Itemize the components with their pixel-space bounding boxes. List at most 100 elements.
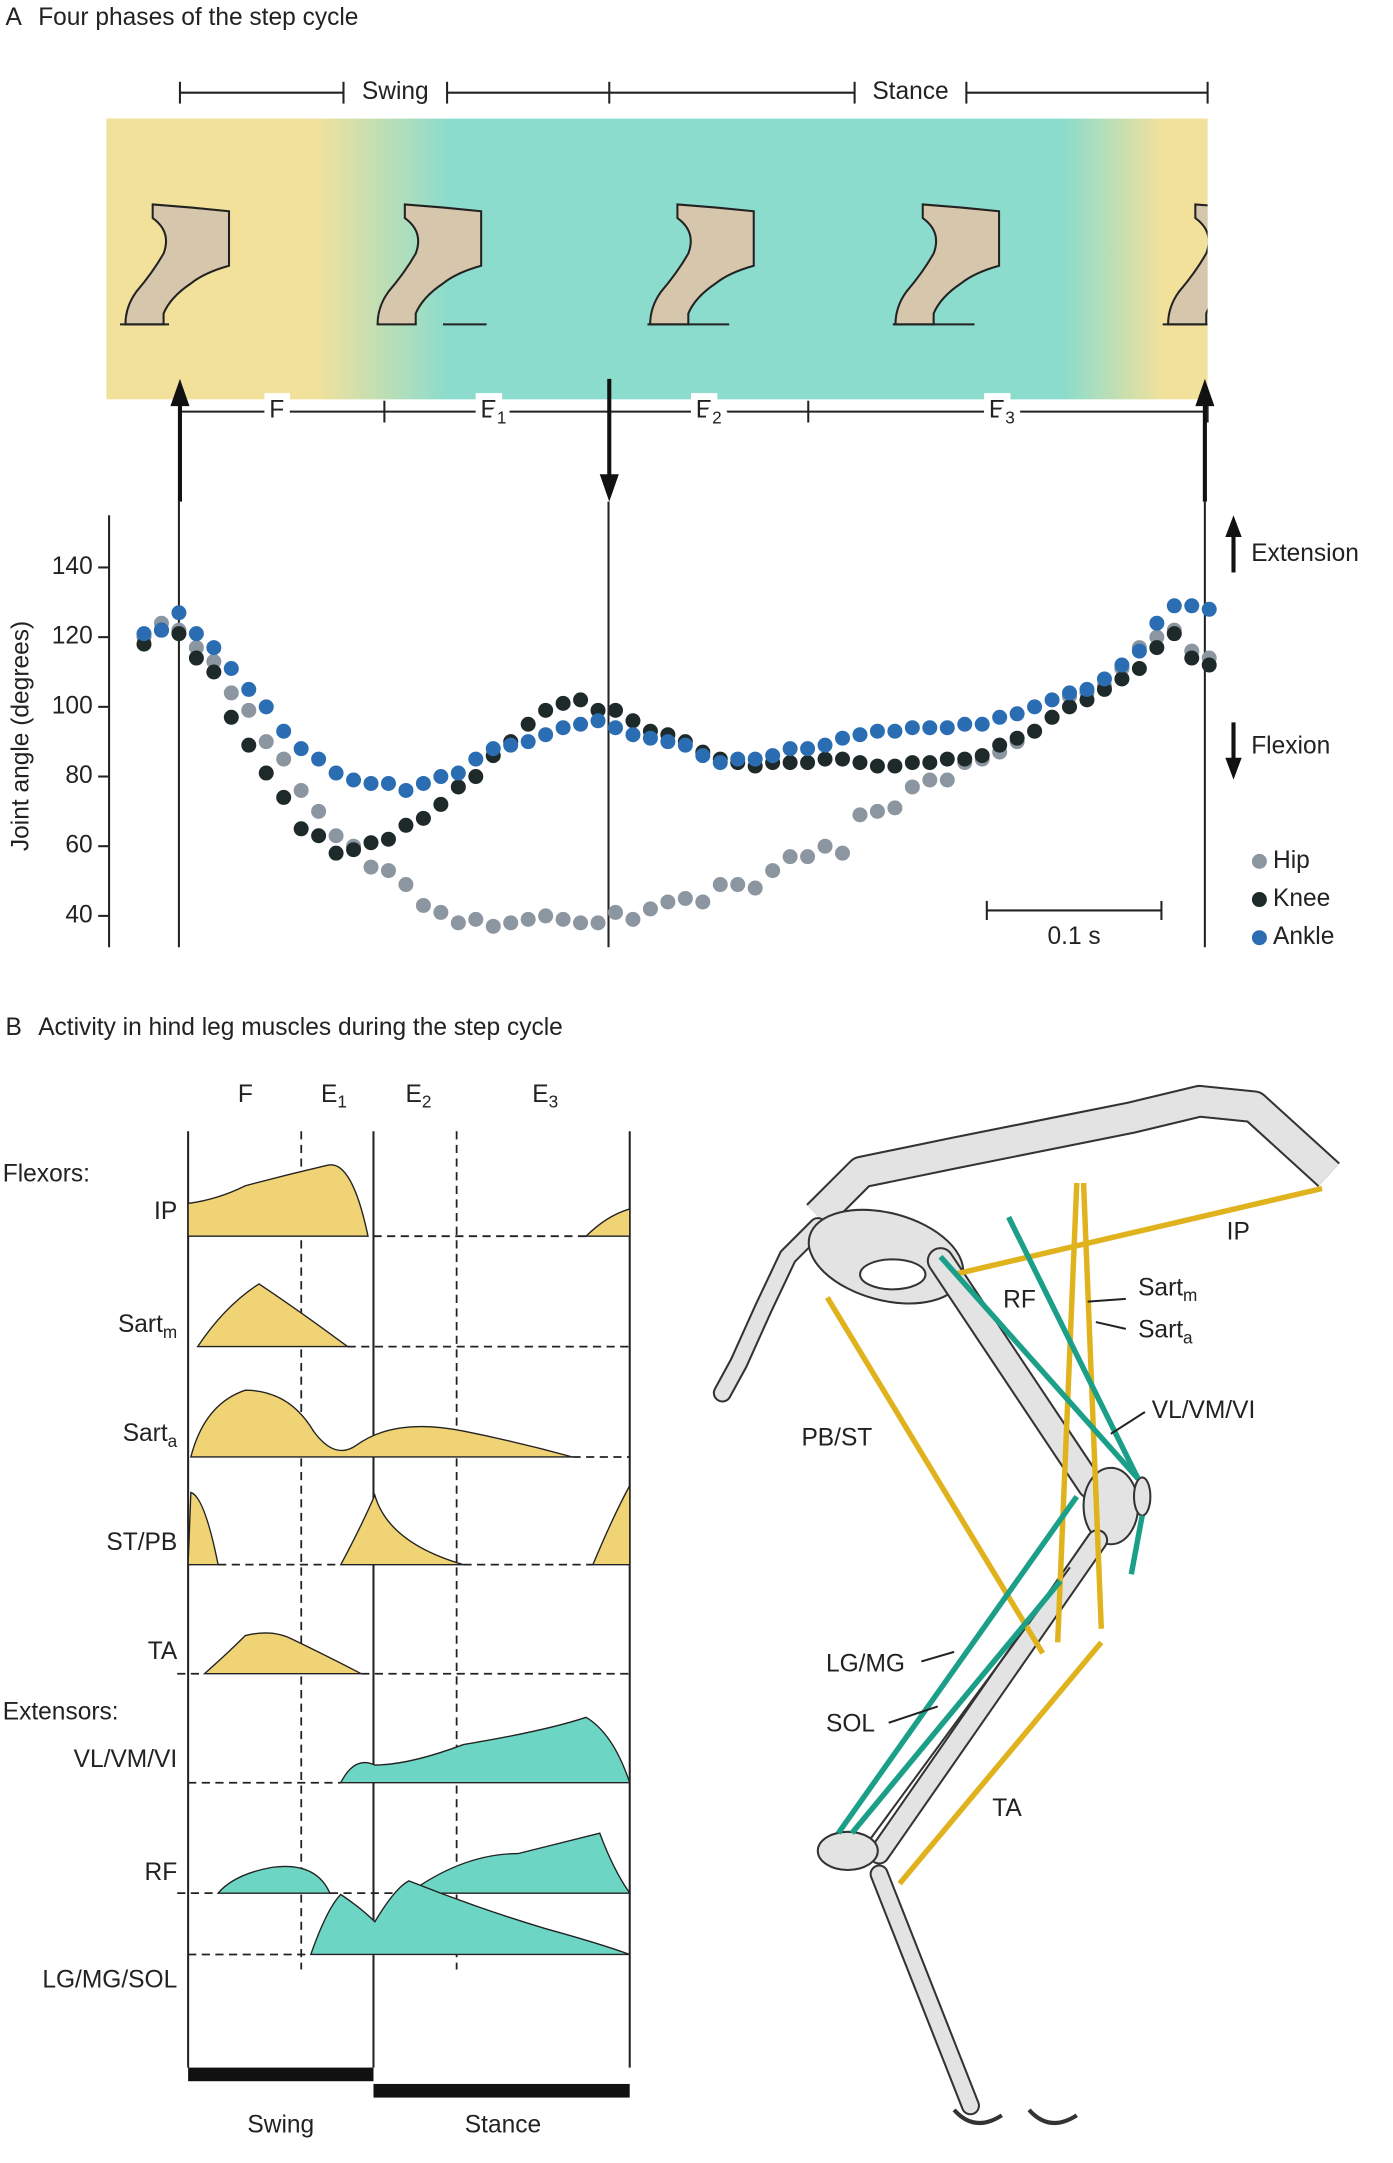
point	[468, 911, 484, 927]
point	[433, 904, 449, 920]
point	[904, 779, 920, 795]
subphase-label-text: E	[989, 397, 1005, 424]
muscle-label-text: RF	[145, 1860, 178, 1887]
point	[503, 915, 519, 931]
point	[520, 911, 536, 927]
subphase-label: E1	[480, 397, 506, 427]
point	[1096, 671, 1112, 687]
muscle-label-text: VL/VM/VI	[74, 1746, 178, 1773]
phase-label: Stance	[872, 78, 948, 105]
point	[607, 904, 623, 920]
point	[747, 880, 763, 896]
point	[415, 775, 431, 791]
point	[1062, 699, 1078, 715]
subphase-label: E3	[989, 397, 1015, 427]
point	[136, 636, 152, 652]
point	[1184, 650, 1200, 666]
point	[276, 723, 292, 739]
point	[765, 748, 781, 764]
point	[974, 748, 990, 764]
point	[817, 838, 833, 854]
point	[992, 709, 1008, 725]
point	[625, 911, 641, 927]
point	[677, 890, 693, 906]
point	[223, 661, 239, 677]
point	[206, 640, 222, 656]
column-label: E1	[321, 1081, 347, 1111]
point	[677, 737, 693, 753]
point	[346, 772, 362, 788]
muscle-name: PB/ST	[801, 1425, 872, 1452]
muscle-name-text: TA	[992, 1795, 1022, 1822]
muscle-label-text: LG/MG/SOL	[42, 1967, 177, 1994]
column-label-text: E	[321, 1081, 337, 1108]
point	[835, 730, 851, 746]
legend-label: Ankle	[1273, 923, 1334, 950]
muscle-name: VL/VM/VI	[1152, 1397, 1256, 1424]
point	[363, 835, 379, 851]
y-tick-label: 40	[65, 901, 92, 928]
panel-title: B Activity in hind leg muscles during the…	[5, 1015, 562, 1042]
subphase-label-sub: 1	[497, 407, 507, 427]
point	[328, 765, 344, 781]
point	[1096, 681, 1112, 697]
phase-bracket	[178, 81, 1209, 104]
muscle-label: LG/MG/SOL	[42, 1967, 177, 1994]
point	[276, 751, 292, 767]
point	[450, 779, 466, 795]
point	[1166, 626, 1182, 642]
phase-label: Stance	[465, 2112, 541, 2139]
annotation: Extension	[1251, 540, 1359, 567]
point	[1009, 706, 1025, 722]
muscle-name-text: IP	[1227, 1219, 1250, 1246]
point	[188, 650, 204, 666]
point	[939, 772, 955, 788]
muscle-name-text: LG/MG	[826, 1651, 905, 1678]
muscle-name-text: SOL	[826, 1711, 875, 1738]
subphase-label-sub: 3	[1005, 407, 1015, 427]
point	[206, 654, 222, 670]
panel-title-text: Four phases of the step cycle	[38, 5, 358, 32]
point	[957, 751, 973, 767]
point	[258, 734, 274, 750]
muscle-name: Sartm	[1138, 1275, 1197, 1305]
column-label-text: F	[238, 1081, 253, 1108]
column-label: F	[238, 1081, 253, 1108]
point	[485, 741, 501, 757]
point	[1149, 615, 1165, 631]
group-label: Flexors:	[3, 1160, 90, 1187]
point	[1166, 598, 1182, 614]
emg-traces	[177, 1131, 632, 2098]
point	[939, 720, 955, 736]
point	[782, 741, 798, 757]
phase-strip	[106, 118, 1208, 400]
muscle-label-text: Sart	[118, 1312, 163, 1339]
point	[590, 702, 606, 718]
point	[939, 751, 955, 767]
point	[642, 901, 658, 917]
point	[590, 713, 606, 729]
point	[206, 664, 222, 680]
point	[223, 709, 239, 725]
point	[311, 828, 327, 844]
point	[1062, 685, 1078, 701]
muscle-name-text: Sart	[1138, 1317, 1183, 1344]
point	[625, 713, 641, 729]
point	[1201, 601, 1217, 617]
panel-letter: A	[5, 5, 22, 32]
point	[1027, 723, 1043, 739]
point	[1184, 598, 1200, 614]
point	[380, 775, 396, 791]
muscle-name: IP	[1227, 1219, 1250, 1246]
group-label: Extensors:	[3, 1699, 119, 1726]
point	[153, 622, 169, 638]
legend-label: Hip	[1273, 847, 1310, 874]
point	[887, 723, 903, 739]
point	[398, 817, 414, 833]
point	[869, 723, 885, 739]
muscle-name-text: PB/ST	[801, 1425, 872, 1452]
point	[1149, 629, 1165, 645]
muscle-label-sub: m	[163, 1321, 177, 1341]
point	[1131, 661, 1147, 677]
point	[695, 894, 711, 910]
